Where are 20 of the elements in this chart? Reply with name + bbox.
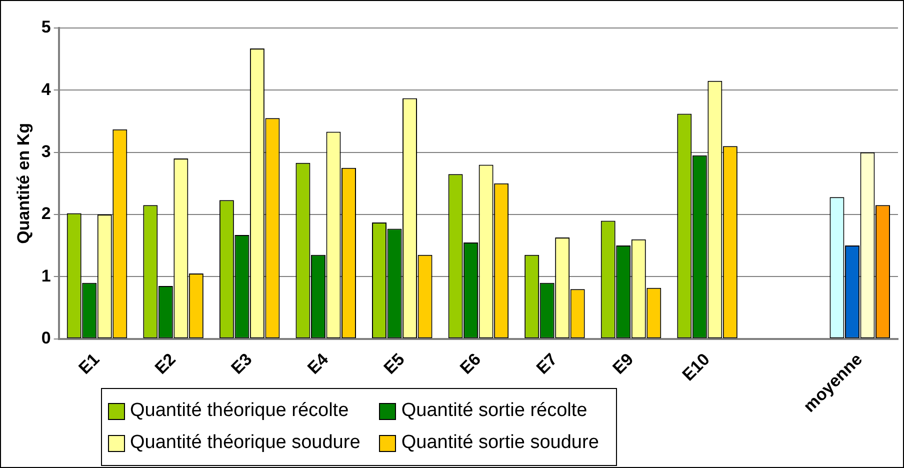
x-tick-label: E1 <box>75 350 104 378</box>
y-axis-title: Quantité en Kg <box>14 122 33 244</box>
y-tick-label: 2 <box>41 204 51 224</box>
legend-label: Quantité théorique récolte <box>130 400 349 422</box>
x-tick-label: E6 <box>456 350 485 378</box>
legend-label: Quantité théorique soudure <box>130 432 360 454</box>
x-tick-label: E4 <box>304 349 332 378</box>
x-tick-label: E2 <box>151 350 180 378</box>
x-tick-label: E5 <box>380 350 408 378</box>
y-tick-label: 0 <box>41 328 51 348</box>
y-tick-label: 5 <box>41 18 51 37</box>
y-tick-label: 4 <box>41 80 52 99</box>
legend-label: Quantité sortie soudure <box>401 432 599 454</box>
x-tick-label: E9 <box>609 350 638 378</box>
x-tick-label: E10 <box>678 350 714 385</box>
y-tick-label: 3 <box>41 142 51 162</box>
x-tick-label: E3 <box>228 350 256 378</box>
legend-label: Quantité sortie récolte <box>401 400 588 422</box>
x-tick-label: E7 <box>532 350 561 378</box>
y-tick-label: 1 <box>41 266 51 286</box>
